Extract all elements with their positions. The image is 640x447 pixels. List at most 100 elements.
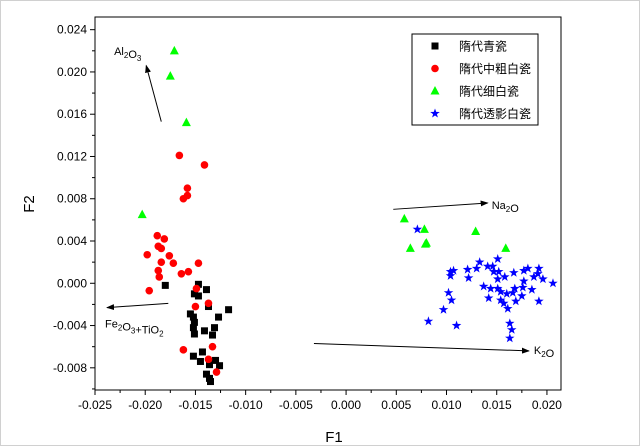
data-point-star — [462, 264, 473, 274]
data-point-star — [496, 286, 506, 296]
y-tick-label: 0.016 — [57, 107, 87, 121]
annotation-label-na2o: Na2O — [492, 200, 520, 215]
data-point-star — [523, 263, 533, 273]
data-point-star — [517, 291, 527, 300]
y-axis-label: F2 — [21, 195, 38, 213]
data-point-triangle — [421, 238, 431, 247]
data-point-star — [483, 293, 494, 303]
data-point-star — [471, 263, 482, 273]
data-point-star — [494, 266, 504, 276]
data-point-circle — [204, 299, 213, 308]
series-square — [161, 280, 233, 386]
series-triangle — [137, 45, 511, 252]
x-tick-label: -0.010 — [229, 398, 263, 412]
data-point-circle — [153, 231, 162, 240]
data-point-circle — [208, 342, 217, 351]
data-point-circle — [179, 194, 188, 203]
data-point-triangle — [430, 86, 440, 95]
data-point-square — [190, 318, 198, 326]
legend-item: 隋代青瓷 — [431, 40, 507, 54]
data-point-star — [448, 265, 459, 275]
data-point-star — [430, 108, 440, 118]
data-point-star — [503, 303, 513, 313]
data-point-square — [194, 280, 202, 288]
x-tick-label: 0.010 — [431, 398, 461, 412]
data-point-star — [538, 274, 548, 284]
data-point-star — [505, 333, 515, 343]
data-point-square — [189, 324, 197, 332]
data-point-circle — [204, 355, 213, 364]
legend-label: 隋代中粗白瓷 — [459, 61, 531, 76]
data-point-circle — [157, 244, 166, 253]
data-point-triangle — [501, 243, 511, 252]
x-tick-label: -0.015 — [178, 398, 212, 412]
data-point-star — [478, 281, 489, 291]
legend-label: 隋代青瓷 — [459, 40, 507, 54]
data-point-star — [496, 295, 506, 305]
loading-arrow — [145, 64, 162, 122]
series-star — [412, 224, 558, 343]
data-point-star — [499, 298, 509, 308]
data-point-circle — [145, 286, 154, 295]
data-point-circle — [157, 258, 166, 266]
data-point-circle — [212, 368, 221, 376]
data-point-circle — [175, 151, 184, 160]
data-point-circle — [165, 252, 174, 260]
data-point-star — [507, 324, 517, 334]
data-point-square — [206, 378, 214, 386]
data-point-square — [189, 313, 197, 321]
y-tick-label: -0.004 — [53, 319, 87, 333]
data-point-circle — [155, 273, 164, 281]
data-point-star — [534, 263, 544, 273]
legend-label: 隋代细白瓷 — [459, 84, 519, 99]
y-tick-label: 0.024 — [57, 23, 87, 37]
data-point-star — [438, 304, 449, 314]
legend-item: 隋代透影白瓷 — [430, 106, 531, 121]
data-point-circle — [177, 269, 186, 278]
legend-item: 隋代细白瓷 — [430, 84, 519, 99]
loading-arrow — [313, 343, 530, 354]
data-point-star — [519, 276, 529, 286]
plot-frame — [94, 16, 562, 391]
data-point-star — [548, 278, 558, 288]
data-point-square — [211, 324, 219, 332]
x-tick-label: 0.020 — [532, 398, 562, 412]
x-axis-label: F1 — [325, 429, 343, 446]
loading-arrow — [393, 200, 489, 210]
data-point-triangle — [399, 213, 409, 223]
data-point-circle — [183, 184, 192, 192]
data-point-square — [216, 362, 224, 370]
data-point-triangle — [181, 117, 191, 127]
data-point-triangle — [405, 243, 415, 252]
data-point-circle — [169, 259, 178, 268]
data-point-star — [502, 288, 512, 298]
data-point-square — [161, 281, 169, 289]
data-point-star — [443, 287, 454, 297]
data-point-circle — [179, 346, 188, 354]
series-circle — [143, 151, 221, 376]
data-point-star — [519, 265, 529, 275]
data-point-circle — [194, 259, 203, 268]
y-tick-label: 0.000 — [57, 276, 87, 290]
data-point-star — [463, 273, 474, 282]
annotation-label-k2o: K2O — [534, 345, 555, 360]
data-point-square — [212, 356, 220, 364]
data-point-star — [505, 318, 515, 328]
data-point-square — [198, 348, 206, 356]
data-point-star — [508, 287, 518, 297]
data-point-square — [225, 306, 233, 314]
y-tick-label: 0.008 — [57, 192, 87, 206]
x-tick-label: -0.025 — [78, 398, 112, 412]
data-point-star — [412, 224, 423, 234]
loading-arrow — [106, 302, 169, 311]
data-point-square — [200, 327, 208, 335]
data-point-square — [189, 352, 197, 360]
data-point-star — [511, 296, 521, 306]
data-point-square — [205, 361, 213, 369]
data-point-star — [493, 274, 503, 284]
data-point-square — [209, 331, 217, 339]
data-point-star — [485, 283, 496, 293]
